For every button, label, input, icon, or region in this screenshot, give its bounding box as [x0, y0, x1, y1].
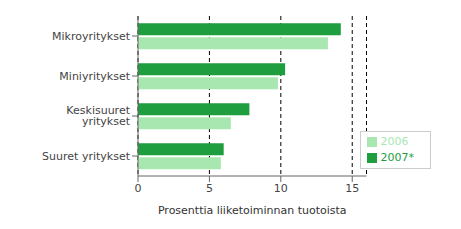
svg-text:10: 10	[274, 182, 288, 195]
svg-text:15: 15	[345, 182, 359, 195]
svg-text:Suuret yritykset: Suuret yritykset	[42, 150, 131, 163]
html-text:2007*: 2007*	[380, 151, 414, 164]
svg-text:Mikroyritykset: Mikroyritykset	[52, 30, 131, 43]
svg-text:5: 5	[206, 182, 213, 195]
html-text:2006: 2006	[380, 135, 409, 148]
svg-text:Miniyritykset: Miniyritykset	[59, 70, 130, 83]
svg-text:Keskisuuretyritykset: Keskisuuretyritykset	[66, 104, 130, 128]
svg-text:0: 0	[135, 182, 142, 195]
svg-text:Prosenttia liiketoiminnan tuot: Prosenttia liiketoiminnan tuotoista	[158, 204, 347, 217]
